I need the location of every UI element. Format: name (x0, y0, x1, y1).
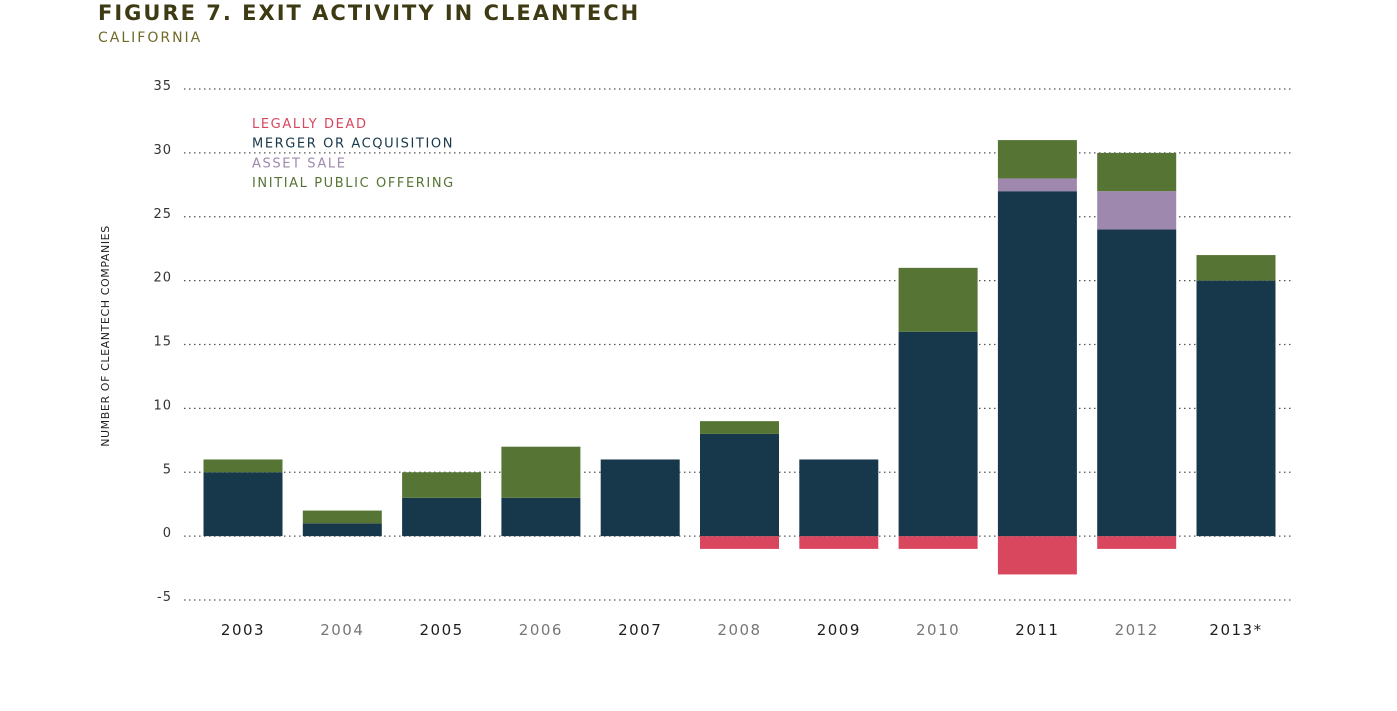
bar-segment-initial-public-offering (302, 510, 382, 524)
x-tick-label: 2011 (1015, 621, 1059, 639)
legend-item: INITIAL PUBLIC OFFERING (252, 176, 455, 191)
x-tick-label: 2006 (519, 621, 563, 639)
x-tick-label: 2007 (618, 621, 662, 639)
bar-segment-merger-or-acquisition (203, 472, 283, 537)
bar-segment-merger-or-acquisition (898, 331, 978, 537)
bar-segment-legally-dead (1097, 536, 1177, 549)
x-tick-label: 2008 (717, 621, 761, 639)
y-axis-ticks: 35 30 25 20 15 10 5 0 -5 (153, 79, 172, 605)
bar-segment-initial-public-offering (203, 459, 283, 473)
chart-title: FIGURE 7. EXIT ACTIVITY IN CLEANTECH (98, 1, 641, 25)
x-tick-label: 2004 (320, 621, 364, 639)
bar-segment-initial-public-offering (501, 446, 581, 498)
legend-item: ASSET SALE (252, 156, 347, 171)
bar-segment-merger-or-acquisition (302, 523, 382, 537)
x-tick-label: 2003 (221, 621, 265, 639)
bar-segment-initial-public-offering (997, 140, 1077, 179)
bar-segment-legally-dead (700, 536, 779, 549)
bar-segment-initial-public-offering (1196, 255, 1276, 281)
x-tick-label: 2013* (1209, 621, 1262, 639)
y-tick-label: 10 (153, 398, 172, 413)
bar-segment-legally-dead (997, 536, 1077, 575)
bar-segment-initial-public-offering (700, 421, 779, 434)
bar-segment-initial-public-offering (402, 472, 482, 498)
chart-subtitle: CALIFORNIA (98, 30, 203, 46)
legend-item: MERGER OR ACQUISITION (252, 137, 454, 152)
bar-segment-merger-or-acquisition (700, 433, 779, 537)
bar-segment-merger-or-acquisition (799, 459, 879, 537)
y-tick-label: 30 (153, 143, 172, 158)
y-tick-label: -5 (157, 590, 172, 605)
x-tick-label: 2012 (1115, 621, 1159, 639)
y-tick-label: 20 (153, 271, 172, 286)
y-tick-label: 25 (153, 207, 172, 222)
y-axis-title: NUMBER OF CLEANTECH COMPANIES (99, 225, 112, 447)
y-tick-label: 0 (163, 526, 172, 541)
bars (203, 140, 1276, 575)
x-tick-label: 2009 (817, 621, 861, 639)
bar-segment-merger-or-acquisition (402, 497, 482, 537)
x-tick-label: 2005 (420, 621, 464, 639)
bar-segment-initial-public-offering (898, 267, 978, 332)
bar-segment-legally-dead (898, 536, 978, 549)
bar-segment-initial-public-offering (1097, 152, 1177, 192)
legend-item: LEGALLY DEAD (252, 117, 368, 132)
bar-segment-asset-sale (1097, 191, 1177, 230)
bar-segment-merger-or-acquisition (1196, 280, 1276, 537)
y-tick-label: 5 (163, 462, 172, 477)
legend: LEGALLY DEAD MERGER OR ACQUISITION ASSET S… (252, 117, 455, 191)
bar-segment-merger-or-acquisition (1097, 229, 1177, 537)
y-tick-label: 15 (153, 335, 172, 350)
bar-segment-merger-or-acquisition (501, 497, 581, 537)
x-tick-label: 2010 (916, 621, 960, 639)
x-axis-ticks: 2003 2004 2005 2006 2007 2008 2009 2010 2011 2012… (221, 621, 1262, 639)
bar-segment-merger-or-acquisition (600, 459, 680, 537)
bar-segment-legally-dead (799, 536, 879, 549)
y-tick-label: 35 (153, 79, 172, 94)
bar-segment-asset-sale (997, 178, 1077, 192)
bar-segment-merger-or-acquisition (997, 191, 1077, 537)
